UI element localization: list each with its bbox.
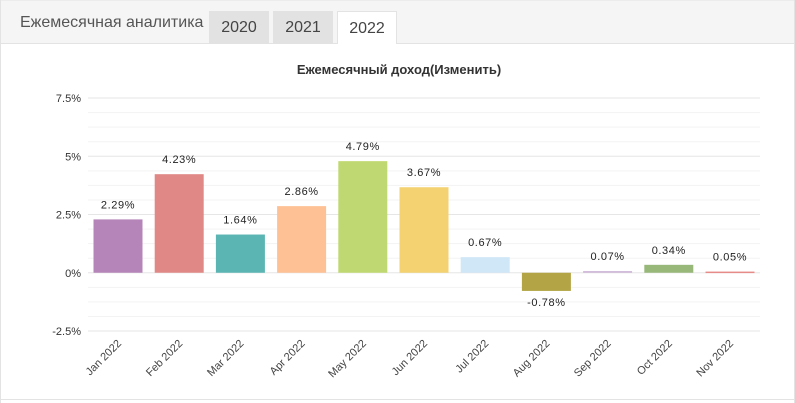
bars xyxy=(93,161,755,291)
x-tick-label: Feb 2022 xyxy=(144,338,185,379)
bar[interactable] xyxy=(154,174,204,273)
bar[interactable] xyxy=(460,257,510,273)
x-tick-label: Mar 2022 xyxy=(205,338,246,379)
bar[interactable] xyxy=(521,272,571,291)
bar[interactable] xyxy=(705,271,755,274)
y-axis: 7.5% 5% 2.5% 0% -2.5% xyxy=(52,93,81,338)
chart-panel: Ежемесячный доход(Изменить) 7.5% 5% 2.5% 0%… xyxy=(1,44,794,400)
x-tick-label: Jan 2022 xyxy=(84,338,124,378)
data-label: 0.07% xyxy=(590,251,624,263)
data-label: 2.86% xyxy=(284,186,318,198)
bar[interactable] xyxy=(399,187,449,273)
x-tick-label: Nov 2022 xyxy=(694,338,736,380)
bar[interactable] xyxy=(583,271,633,273)
bar[interactable] xyxy=(215,234,265,273)
data-label: 0.34% xyxy=(652,245,686,257)
tab-2021-label: 2021 xyxy=(285,19,321,36)
tab-2022-label: 2022 xyxy=(349,19,385,37)
bottom-divider xyxy=(1,399,795,400)
tab-2022[interactable]: 2022 xyxy=(337,11,397,46)
y-tick-label: 5% xyxy=(65,151,81,163)
bar[interactable] xyxy=(277,206,327,273)
tab-2020-label: 2020 xyxy=(221,19,257,36)
data-label: 3.67% xyxy=(407,167,441,179)
y-tick-label: 2.5% xyxy=(56,210,81,222)
data-label: 2.29% xyxy=(101,199,135,211)
tab-2021[interactable]: 2021 xyxy=(273,11,333,45)
bar[interactable] xyxy=(338,161,388,273)
x-tick-label: Jun 2022 xyxy=(390,338,430,378)
x-tick-label: May 2022 xyxy=(326,338,369,381)
chart-title[interactable]: Ежемесячный доход(Изменить) xyxy=(297,62,501,77)
monthly-income-chart: Ежемесячный доход(Изменить) 7.5% 5% 2.5% 0%… xyxy=(52,62,760,381)
x-tick-label: Aug 2022 xyxy=(511,338,553,380)
data-labels: 2.29% 4.23% 1.64% 2.86% 4.79% 3.67% 0.67% -0.78… xyxy=(101,141,747,309)
x-tick-label: Jul 2022 xyxy=(453,338,491,376)
data-label: 4.79% xyxy=(346,141,380,153)
x-axis: Jan 2022 Feb 2022 Mar 2022 Apr 2022 May 2022… xyxy=(84,338,736,381)
tab-2020[interactable]: 2020 xyxy=(209,11,269,45)
tab-title: Ежемесячная аналитика xyxy=(20,14,204,31)
y-tick-label: 7.5% xyxy=(56,93,81,105)
tab-bar: Ежемесячная аналитика 2020 2021 2022 xyxy=(1,0,794,46)
data-label: 0.67% xyxy=(468,237,502,249)
x-tick-label: Sep 2022 xyxy=(572,338,614,380)
y-tick-label: 0% xyxy=(65,268,81,280)
y-tick-label: -2.5% xyxy=(52,326,81,338)
x-tick-label: Apr 2022 xyxy=(268,338,308,378)
data-label: -0.78% xyxy=(527,297,565,309)
data-label: 4.23% xyxy=(162,154,196,166)
x-tick-label: Oct 2022 xyxy=(635,338,675,378)
data-label: 1.64% xyxy=(223,215,257,227)
data-label: 0.05% xyxy=(713,252,747,264)
bar[interactable] xyxy=(644,264,694,273)
bar[interactable] xyxy=(93,219,143,273)
